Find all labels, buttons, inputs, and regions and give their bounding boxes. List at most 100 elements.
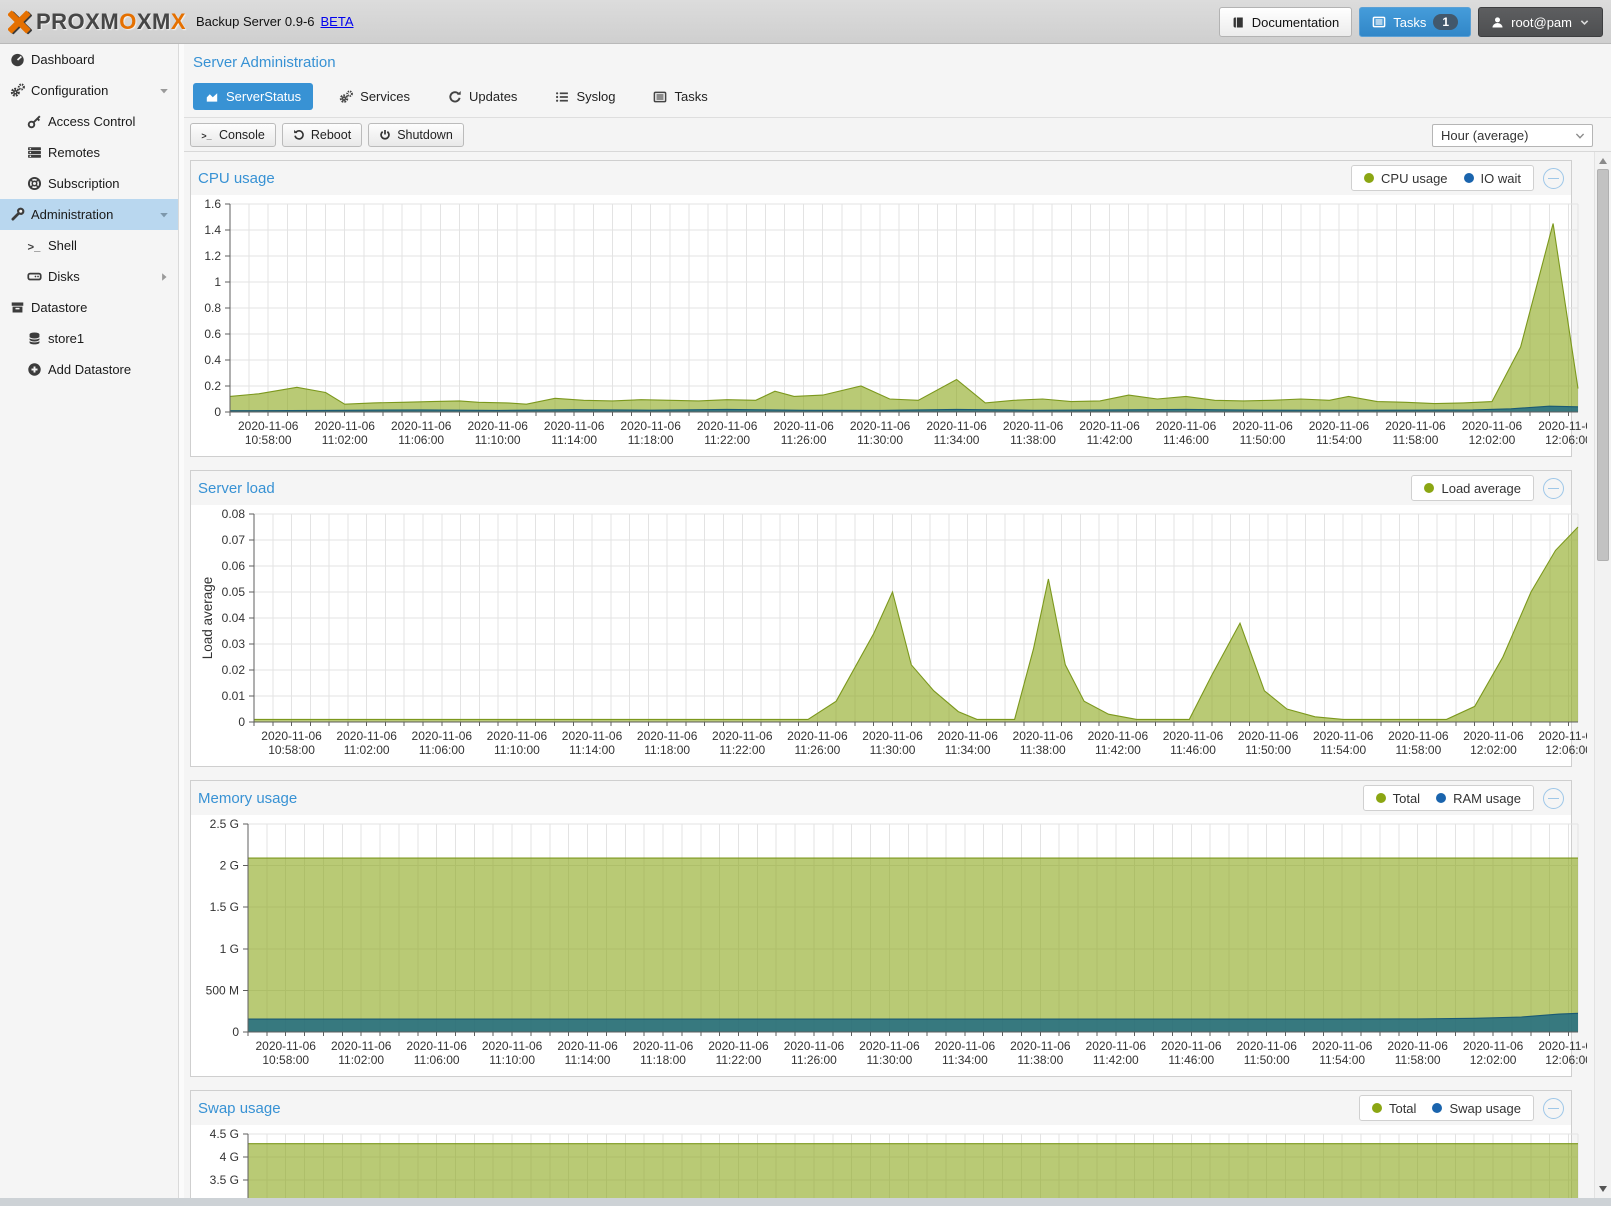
sidebar-item-shell[interactable]: >_ Shell bbox=[27, 238, 77, 253]
sidebar-item-access-control[interactable]: Access Control bbox=[0, 106, 178, 137]
svg-text:1: 1 bbox=[214, 275, 221, 289]
svg-text:11:30:00: 11:30:00 bbox=[857, 433, 903, 447]
sidebar-splitter[interactable] bbox=[179, 44, 184, 1198]
svg-text:2020-11-06: 2020-11-06 bbox=[331, 1039, 392, 1053]
svg-text:1.2: 1.2 bbox=[204, 249, 221, 263]
sidebar-item-datastore[interactable]: Datastore bbox=[0, 292, 178, 323]
svg-text:11:42:00: 11:42:00 bbox=[1095, 743, 1141, 757]
svg-text:2020-11-06: 2020-11-06 bbox=[1388, 729, 1449, 743]
svg-text:11:06:00: 11:06:00 bbox=[419, 743, 465, 757]
server-load-chart: 0 0.01 0.02 0.03 0.04 0.05 0.06 0.07 0.08 2020-11… bbox=[191, 505, 1587, 766]
svg-text:11:42:00: 11:42:00 bbox=[1087, 433, 1133, 447]
caret-right-icon[interactable] bbox=[158, 271, 170, 283]
tab-tasks[interactable]: Tasks bbox=[641, 83, 719, 110]
svg-text:2020-11-06: 2020-11-06 bbox=[1309, 419, 1370, 433]
svg-text:11:02:00: 11:02:00 bbox=[322, 433, 368, 447]
svg-text:2020-11-06: 2020-11-06 bbox=[633, 1039, 694, 1053]
svg-text:0.04: 0.04 bbox=[222, 611, 246, 625]
sidebar-item-configuration[interactable]: Configuration bbox=[0, 75, 178, 106]
svg-text:2020-11-06: 2020-11-06 bbox=[773, 419, 834, 433]
svg-text:11:18:00: 11:18:00 bbox=[640, 1053, 686, 1067]
scroll-thumb[interactable] bbox=[1597, 169, 1609, 561]
sidebar-item-remotes[interactable]: Remotes bbox=[0, 137, 178, 168]
tasks-button[interactable]: Tasks 1 bbox=[1359, 7, 1472, 37]
svg-text:2020-11-06: 2020-11-06 bbox=[1238, 729, 1299, 743]
svg-text:2020-11-06: 2020-11-06 bbox=[1161, 1039, 1222, 1053]
wrench-icon bbox=[10, 207, 25, 222]
tab-services[interactable]: Services bbox=[327, 83, 422, 110]
svg-text:2020-11-06: 2020-11-06 bbox=[314, 419, 375, 433]
sidebar-item-disks[interactable]: Disks bbox=[0, 261, 178, 292]
page-title: Server Administration bbox=[193, 54, 336, 71]
legend-swap-usage[interactable]: Swap usage bbox=[1432, 1101, 1521, 1116]
legend-load-average[interactable]: Load average bbox=[1424, 481, 1521, 496]
collapse-panel-icon[interactable] bbox=[1543, 1097, 1564, 1119]
svg-text:0: 0 bbox=[214, 405, 221, 419]
time-range-select[interactable]: Hour (average) bbox=[1432, 124, 1593, 147]
shutdown-button[interactable]: Shutdown bbox=[368, 122, 464, 147]
svg-text:10:58:00: 10:58:00 bbox=[268, 743, 315, 757]
area-chart-icon bbox=[205, 90, 219, 104]
svg-text:11:38:00: 11:38:00 bbox=[1017, 1053, 1063, 1067]
collapse-panel-icon[interactable] bbox=[1543, 167, 1564, 189]
svg-text:11:26:00: 11:26:00 bbox=[794, 743, 840, 757]
svg-text:11:10:00: 11:10:00 bbox=[475, 433, 521, 447]
svg-text:1.4: 1.4 bbox=[204, 223, 221, 237]
svg-text:0: 0 bbox=[238, 715, 245, 729]
svg-text:500 M: 500 M bbox=[206, 983, 239, 997]
svg-text:2020-11-06: 2020-11-06 bbox=[1088, 729, 1149, 743]
svg-text:2020-11-06: 2020-11-06 bbox=[1163, 729, 1224, 743]
scroll-up-arrow[interactable] bbox=[1595, 153, 1611, 169]
svg-text:11:26:00: 11:26:00 bbox=[791, 1053, 837, 1067]
hdd-icon bbox=[27, 269, 42, 284]
svg-text:2020-11-06: 2020-11-06 bbox=[467, 419, 528, 433]
svg-text:11:38:00: 11:38:00 bbox=[1010, 433, 1056, 447]
svg-text:0.03: 0.03 bbox=[222, 637, 246, 651]
life-ring-icon bbox=[27, 176, 42, 191]
tab-syslog[interactable]: Syslog bbox=[543, 83, 627, 110]
svg-text:2020-11-06: 2020-11-06 bbox=[1462, 419, 1523, 433]
archive-box-icon bbox=[10, 300, 25, 315]
svg-text:2020-11-06: 2020-11-06 bbox=[336, 729, 397, 743]
sidebar-item-subscription[interactable]: Subscription bbox=[0, 168, 178, 199]
reboot-button[interactable]: Reboot bbox=[281, 122, 363, 147]
svg-text:2020-11-06: 2020-11-06 bbox=[1463, 729, 1524, 743]
svg-text:11:18:00: 11:18:00 bbox=[628, 433, 674, 447]
vertical-scrollbar[interactable] bbox=[1594, 152, 1611, 1198]
documentation-button[interactable]: Documentation bbox=[1218, 7, 1353, 37]
svg-text:11:14:00: 11:14:00 bbox=[565, 1053, 611, 1067]
documentation-label: Documentation bbox=[1251, 14, 1340, 30]
collapse-panel-icon[interactable] bbox=[1543, 787, 1564, 809]
sidebar-item-administration[interactable]: Administration bbox=[0, 199, 178, 230]
scroll-down-arrow[interactable] bbox=[1595, 1181, 1611, 1197]
legend-cpu-usage[interactable]: CPU usage bbox=[1364, 171, 1448, 186]
collapse-panel-icon[interactable] bbox=[1543, 477, 1564, 499]
console-button[interactable]: >_ Console bbox=[190, 122, 276, 147]
tasks-count-badge: 1 bbox=[1433, 14, 1459, 30]
svg-text:11:10:00: 11:10:00 bbox=[494, 743, 540, 757]
terminal-icon: >_ bbox=[201, 129, 213, 141]
user-menu-button[interactable]: root@pam bbox=[1478, 7, 1603, 37]
caret-down-icon[interactable] bbox=[158, 85, 170, 97]
svg-text:2020-11-06: 2020-11-06 bbox=[255, 1039, 316, 1053]
top-header: PROXMOXMX Backup Server 0.9-6 BETA Docum… bbox=[0, 0, 1611, 44]
legend-io-wait[interactable]: IO wait bbox=[1463, 171, 1521, 186]
beta-link[interactable]: BETA bbox=[320, 14, 354, 29]
svg-text:0.2: 0.2 bbox=[204, 379, 221, 393]
svg-text:11:54:00: 11:54:00 bbox=[1316, 433, 1362, 447]
svg-text:2020-11-06: 2020-11-06 bbox=[787, 729, 848, 743]
svg-text:2020-11-06: 2020-11-06 bbox=[261, 729, 322, 743]
main-content: Server Administration ServerStatus Servi… bbox=[184, 44, 1611, 1198]
caret-down-icon[interactable] bbox=[158, 209, 170, 221]
sidebar-item-dashboard[interactable]: Dashboard bbox=[0, 44, 178, 75]
sidebar-item-add-datastore[interactable]: Add Datastore bbox=[0, 354, 178, 385]
svg-text:10:58:00: 10:58:00 bbox=[245, 433, 292, 447]
legend-ram-usage[interactable]: RAM usage bbox=[1436, 791, 1521, 806]
legend-total[interactable]: Total bbox=[1371, 1101, 1416, 1116]
tab-updates[interactable]: Updates bbox=[436, 83, 529, 110]
svg-text:4 G: 4 G bbox=[220, 1150, 239, 1164]
legend-total[interactable]: Total bbox=[1375, 791, 1420, 806]
sidebar-item-store1[interactable]: store1 bbox=[0, 323, 178, 354]
tab-serverstatus[interactable]: ServerStatus bbox=[193, 83, 314, 110]
svg-text:2020-11-06: 2020-11-06 bbox=[850, 419, 911, 433]
